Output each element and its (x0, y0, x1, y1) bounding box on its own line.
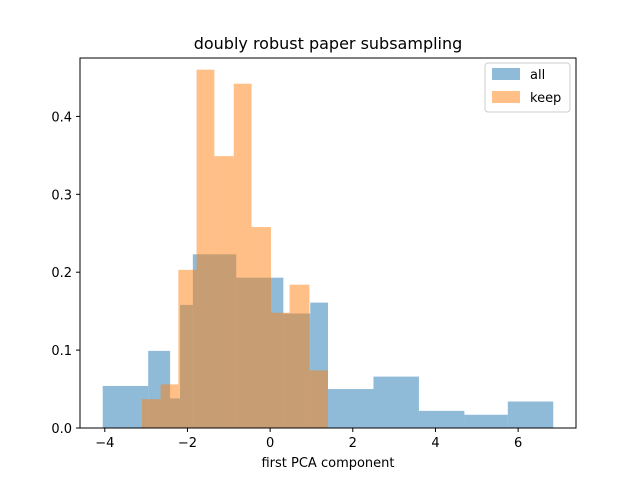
bar-keep-2 (178, 269, 197, 428)
y-tick-label: 0.0 (51, 422, 72, 437)
x-axis-label: first PCA component (261, 456, 394, 471)
bar-keep-5 (233, 83, 252, 428)
x-tick-label: −2 (178, 436, 197, 451)
bar-keep-4 (214, 156, 234, 428)
x-axis: −4 −2 0 2 4 6 (95, 428, 522, 451)
bar-keep-0 (142, 399, 161, 428)
y-tick-label: 0.1 (51, 344, 72, 359)
x-tick-label: 4 (431, 436, 439, 451)
histogram-bars (102, 69, 554, 429)
y-tick-label: 0.2 (51, 266, 72, 281)
x-tick-label: −4 (95, 436, 114, 451)
bar-keep-8 (289, 284, 310, 428)
legend-swatch-keep (492, 91, 520, 103)
legend-label-keep: keep (530, 91, 561, 106)
bar-all-12 (464, 414, 508, 428)
bar-all-11 (418, 410, 465, 428)
bar-keep-3 (196, 69, 215, 429)
bar-keep-1 (160, 384, 179, 428)
bar-all-13 (507, 401, 554, 428)
legend-swatch-all (492, 68, 520, 80)
x-tick-label: 2 (349, 436, 357, 451)
y-axis: 0.0 0.1 0.2 0.3 0.4 (51, 110, 80, 437)
legend: all keep (484, 62, 571, 113)
bar-all-10 (373, 376, 419, 428)
chart-title: doubly robust paper subsampling (194, 34, 463, 53)
bar-keep-9 (309, 370, 328, 428)
x-tick-label: 0 (266, 436, 274, 451)
x-tick-label: 6 (514, 436, 522, 451)
bar-keep-6 (251, 227, 271, 428)
bar-keep-7 (270, 312, 290, 428)
plot-frame (79, 57, 577, 429)
y-tick-label: 0.3 (51, 188, 72, 203)
bar-all-9 (328, 389, 374, 428)
plot-area (79, 57, 577, 429)
y-tick-label: 0.4 (51, 110, 72, 125)
bar-all-0 (102, 385, 149, 428)
legend-label-all: all (530, 68, 545, 83)
